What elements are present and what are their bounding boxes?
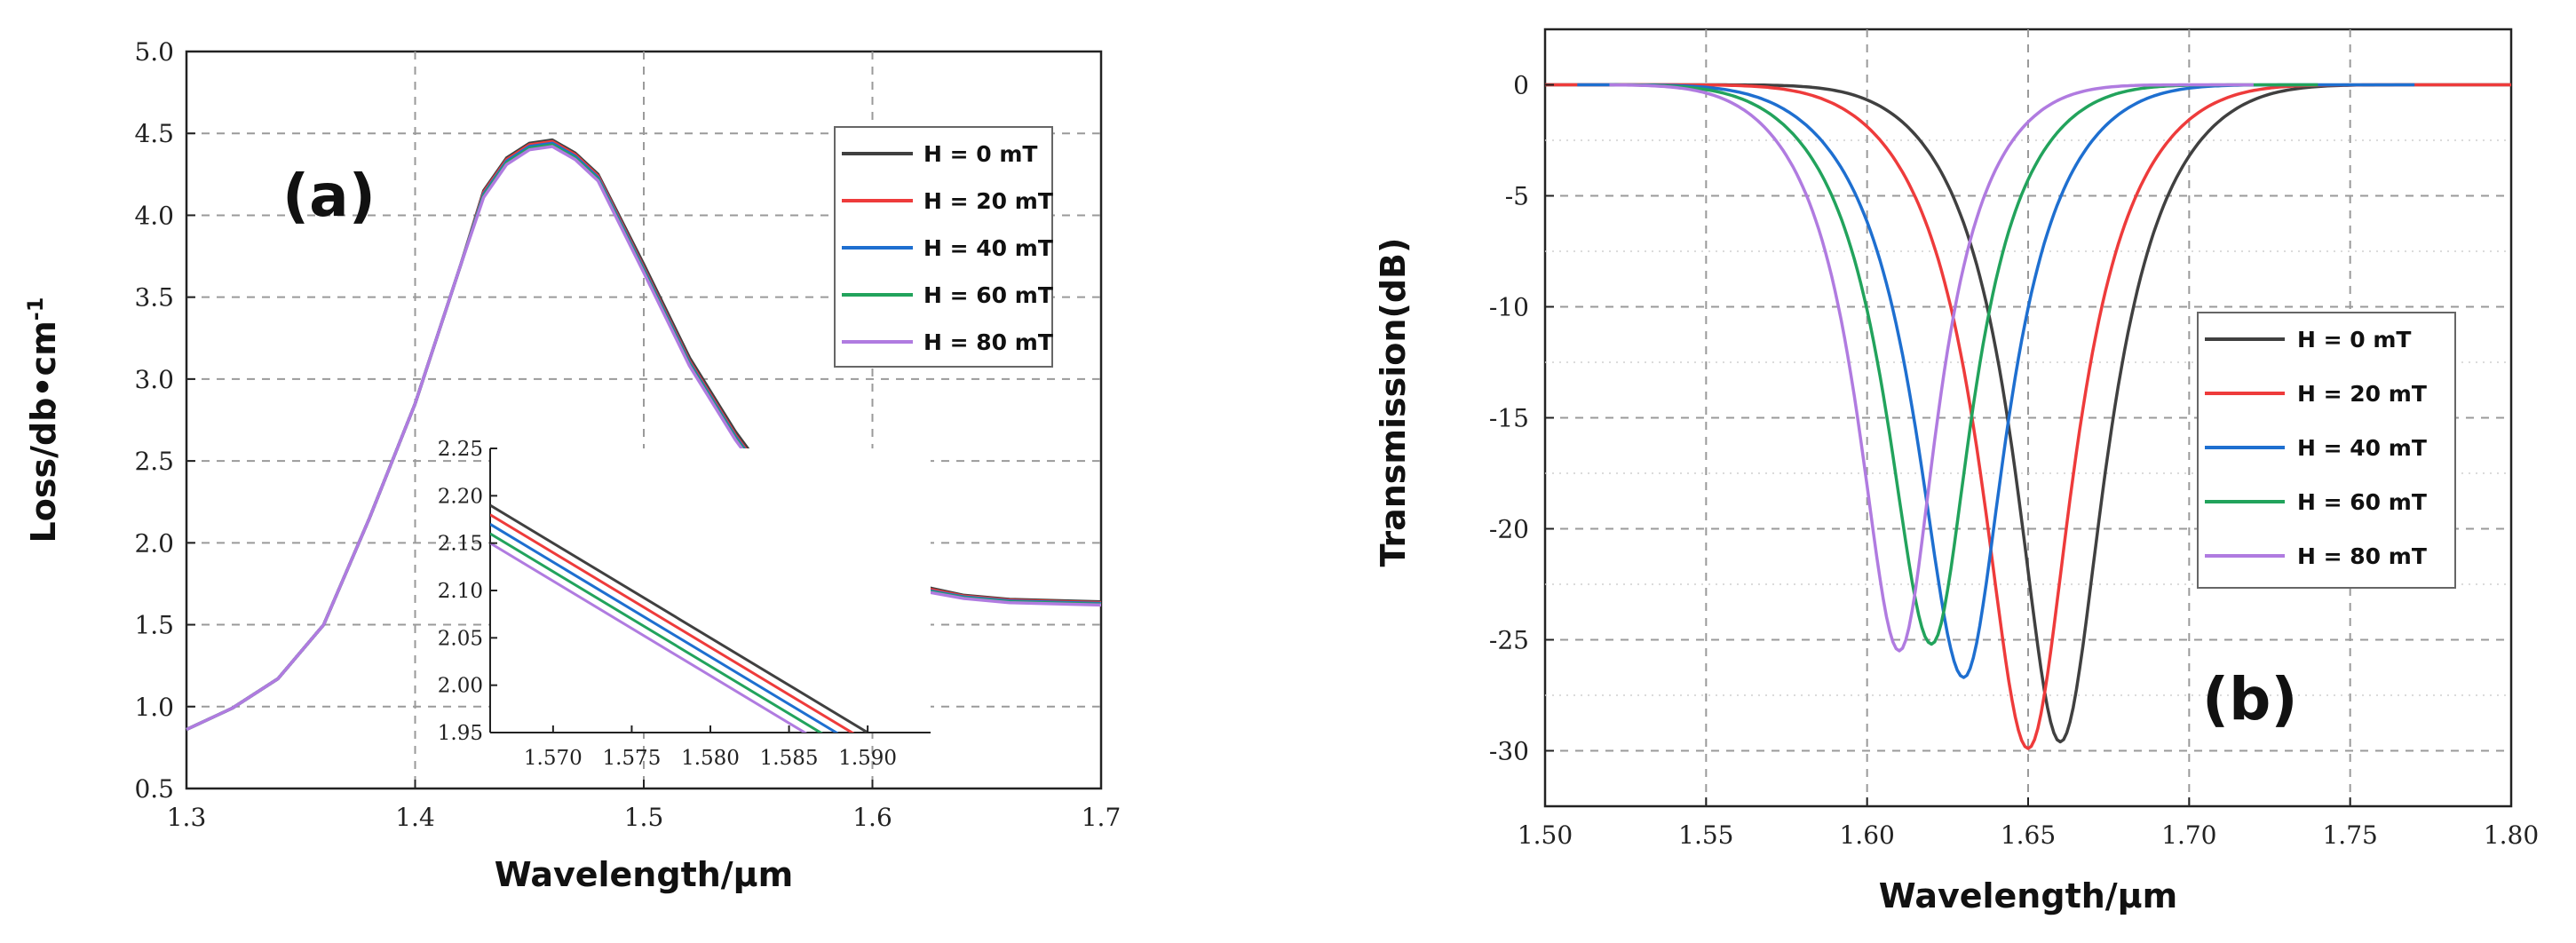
panel-b-xtick-label: 1.55 [1678,820,1733,850]
panel-b-series-line [1609,83,2254,653]
inset-background [490,448,931,733]
panel-a-xtick-label: 1.7 [1082,803,1122,832]
inset-series-line [490,523,839,733]
inset-xtick-label: 1.575 [602,747,661,770]
panel-a-xlabel: Wavelength/μm [495,855,793,894]
inset-xtick-label: 1.590 [838,747,897,770]
panel-a-legend-label: H = 60 mT [923,282,1053,308]
panel-b-xtick-label: 1.75 [2322,820,2377,850]
inset-series-line [490,503,868,733]
panel-b-xtick-label: 1.65 [2001,820,2056,850]
inset-ytick-label: 1.95 [438,722,483,745]
inset-series [490,503,868,733]
inset-ytick-label: 2.25 [438,438,483,461]
panel-a-ytick-label: 1.5 [134,611,174,640]
panel-a-ytick-label: 2.0 [134,528,174,558]
panel-a-xtick-label: 1.4 [395,803,435,832]
panel-b-xtick-label: 1.50 [1518,820,1573,850]
inset-ytick-label: 2.05 [438,627,483,650]
panel-b-ytick-label: 0 [1513,71,1529,100]
inset-ticks: 1.570 1.575 1.580 1.585 1.590 1.95 2.00 2.05 2.1… [438,438,897,770]
panel-a-xtick-label: 1.5 [624,803,664,832]
inset-xtick-label: 1.570 [524,747,583,770]
inset-series-line [490,542,808,733]
panel-b-chart: 1.50 1.55 1.60 1.65 1.70 1.75 1.80 0 -5 -10 -15 -20… [1374,28,2539,915]
panel-a-chart: 1.3 1.4 1.5 1.6 1.7 0.5 1.0 1.5 2.0 2.5 3.0 3.5 4.0 4… [23,37,1121,894]
panel-a-ytick-label: 1.0 [134,693,174,722]
panel-b-ytick-label: -25 [1489,626,1529,655]
panel-a-legend-label: H = 0 mT [923,141,1037,167]
panel-a-ticks: 1.3 1.4 1.5 1.6 1.7 0.5 1.0 1.5 2.0 2.5 3.0 3.5 4.0 4… [134,37,1121,832]
inset-ytick-label: 2.10 [438,580,483,603]
panel-b-ytick-label: -30 [1489,737,1529,766]
panel-a-ytick-label: 0.5 [134,774,174,804]
panel-a-label: (a) [282,162,376,230]
panel-a-ylabel: Loss/db•cm-1 [23,297,63,543]
panel-a-legend-label: H = 80 mT [923,329,1053,355]
inset-series-line [490,532,823,733]
panel-b-label: (b) [2202,665,2298,733]
panel-a-legend-label: H = 20 mT [923,188,1053,214]
panel-b-ytick-label: -20 [1489,515,1529,544]
panel-b-legend-label: H = 0 mT [2297,327,2411,353]
panel-b-ytick-label: -15 [1489,404,1529,433]
panel-b-legend-box [2197,312,2456,589]
panel-a-ytick-label: 2.5 [134,447,174,476]
panel-a-legend: H = 0 mT H = 20 mT H = 40 mT H = 60 mT H = 8… [834,126,1053,368]
panel-a-ylabel-sup: -1 [23,297,48,321]
panel-b-ylabel: Transmission(dB) [1374,238,1413,567]
panel-a-ytick-label: 3.5 [134,283,174,313]
panel-b-legend-label: H = 20 mT [2297,381,2427,407]
panel-b-ytick-label: -5 [1505,182,1529,211]
panel-a-xtick-label: 1.6 [852,803,892,832]
panel-a-legend-label: H = 40 mT [923,235,1053,261]
panel-b-xtick-label: 1.60 [1839,820,1894,850]
panel-a-ytick-label: 4.0 [134,201,174,230]
panel-b-series [1545,83,2511,750]
panel-b-legend-label: H = 80 mT [2297,543,2427,569]
inset-series-line [490,513,855,733]
inset-xtick-label: 1.580 [681,747,740,770]
panel-a-xtick-label: 1.3 [167,803,207,832]
panel-a-ytick-label: 4.5 [134,119,174,148]
panel-b-ytick-label: -10 [1489,293,1529,322]
panel-a-ylabel-main: Loss/db•cm [24,321,63,543]
inset-ytick-label: 2.00 [438,675,483,698]
inset-xtick-label: 1.585 [760,747,819,770]
inset-ytick-label: 2.20 [438,485,483,508]
panel-a-ytick-label: 5.0 [134,37,174,67]
panel-b-xtick-label: 1.70 [2161,820,2216,850]
panel-a-inset: 1.570 1.575 1.580 1.585 1.590 1.95 2.00 2.05 2.1… [438,438,931,770]
inset-ytick-label: 2.15 [438,533,483,556]
panel-b-legend: H = 0 mT H = 20 mT H = 40 mT H = 60 mT H = 8… [2197,312,2456,589]
panel-b-ticks: 1.50 1.55 1.60 1.65 1.70 1.75 1.80 0 -5 -10 -15 -20… [1489,71,2539,851]
panel-a-ytick-label: 3.0 [134,365,174,394]
panel-b-xlabel: Wavelength/μm [1879,876,2177,915]
panel-b-legend-label: H = 60 mT [2297,489,2427,515]
panel-b-xtick-label: 1.80 [2484,820,2539,850]
panel-b-legend-label: H = 40 mT [2297,435,2427,461]
